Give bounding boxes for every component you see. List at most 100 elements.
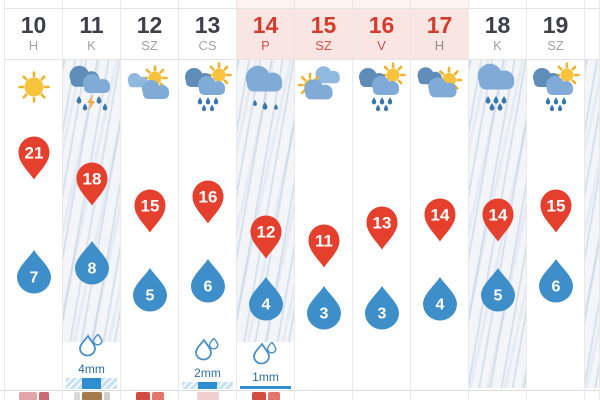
low-temp-marker: 7 <box>14 248 54 294</box>
day-abbrev: H <box>434 38 445 53</box>
high-temp-marker: 13 <box>364 205 400 251</box>
weather-icon-sun-clouds <box>124 62 176 114</box>
high-temp-value: 15 <box>141 197 160 216</box>
cutoff-thumbnail-fragment <box>81 392 102 400</box>
cutoff-thumbnail-fragment <box>135 392 150 400</box>
low-temp-value: 3 <box>320 306 329 323</box>
forecast-day-column[interactable]: 11 K 18 8 4mm <box>62 0 120 400</box>
high-temp-value: 16 <box>199 188 218 207</box>
day-header: 10 H <box>5 8 62 60</box>
low-temp-marker: 5 <box>478 266 518 312</box>
low-temp-marker: 3 <box>362 284 402 330</box>
low-temp-marker: 3 <box>304 284 344 330</box>
forecast-day-column[interactable]: 14 P 12 4 1mm <box>236 0 294 400</box>
high-temp-value: 15 <box>547 197 566 216</box>
date-number: 13 <box>194 12 221 38</box>
high-temp-value: 18 <box>83 170 102 189</box>
high-temp-marker: 14 <box>422 197 458 243</box>
low-temp-value: 5 <box>146 288 155 305</box>
raindrops-outline-icon <box>194 336 219 361</box>
forecast-day-column[interactable]: 13 CS 16 6 2mm <box>178 0 236 400</box>
cutoff-content-row <box>5 391 62 400</box>
cutoff-thumbnail-fragment <box>38 392 49 400</box>
cutoff-content-row <box>237 391 294 400</box>
low-temp-marker: 4 <box>246 275 286 321</box>
high-temp-marker: 16 <box>190 179 226 225</box>
cutoff-thumbnail-fragment <box>196 392 219 400</box>
day-abbrev: SZ <box>141 38 158 53</box>
precipitation-amount: 4mm <box>78 362 105 376</box>
day-abbrev: K <box>87 38 96 53</box>
day-abbrev: V <box>377 38 386 53</box>
low-temp-value: 7 <box>30 270 39 287</box>
weather-icon-sun-cloud-rain <box>356 62 408 114</box>
cutoff-thumbnail-fragment <box>103 392 110 400</box>
high-temp-marker: 14 <box>480 197 516 243</box>
column-top-strip <box>469 0 526 8</box>
bottom-divider <box>0 390 600 391</box>
high-temp-value: 11 <box>315 232 333 251</box>
forecast-day-column[interactable]: 17 H 14 4 <box>410 0 468 400</box>
forecast-day-column[interactable]: 10 H 21 7 <box>4 0 62 400</box>
date-number: 19 <box>542 12 569 38</box>
low-temp-value: 4 <box>262 297 271 314</box>
forecast-day-column[interactable]: 16 V 13 3 <box>352 0 410 400</box>
day-header: 12 SZ <box>121 8 178 60</box>
weather-icon-cloud-rain-light <box>240 62 292 114</box>
low-temp-value: 5 <box>494 288 503 305</box>
precipitation-bar <box>240 386 291 389</box>
day-abbrev: CS <box>198 38 217 53</box>
column-top-strip <box>585 0 599 8</box>
high-temp-value: 14 <box>431 206 450 225</box>
day-header: 13 CS <box>179 8 236 60</box>
forecast-day-column[interactable]: 15 SZ 11 3 <box>294 0 352 400</box>
day-abbrev: P <box>261 38 270 53</box>
low-temp-value: 3 <box>378 306 387 323</box>
date-number: 11 <box>79 12 104 38</box>
day-header: 14 P <box>237 8 294 60</box>
precipitation-bar-fill <box>81 378 102 389</box>
day-header: 19 SZ <box>527 8 584 60</box>
forecast-day-column[interactable]: 18 K 14 5 <box>468 0 526 400</box>
high-temp-value: 12 <box>257 223 276 242</box>
day-header: 16 V <box>353 8 410 60</box>
day-abbrev: SZ <box>315 38 332 53</box>
date-number: 10 <box>20 12 47 38</box>
precipitation-block: 4mm <box>63 332 120 389</box>
forecast-day-column[interactable]: 19 SZ 15 6 <box>526 0 584 400</box>
day-header: 18 K <box>469 8 526 60</box>
column-top-strip <box>353 0 410 8</box>
precipitation-bar <box>182 382 233 389</box>
high-temp-marker: 11 <box>306 223 342 269</box>
cutoff-content-row <box>63 391 120 400</box>
high-temp-marker: 15 <box>538 188 574 234</box>
forecast-day-column[interactable]: 12 SZ 15 5 <box>120 0 178 400</box>
column-top-strip <box>237 0 294 8</box>
column-top-strip <box>411 0 468 8</box>
high-temp-value: 13 <box>373 214 392 233</box>
raindrops-outline-icon <box>252 340 277 365</box>
date-number: 15 <box>310 12 337 38</box>
column-top-strip <box>5 0 62 8</box>
low-temp-marker: 8 <box>72 239 112 285</box>
high-temp-marker: 15 <box>132 188 168 234</box>
cutoff-thumbnail-fragment <box>251 392 266 400</box>
column-top-strip <box>179 0 236 8</box>
cutoff-thumbnail-fragment <box>267 392 280 400</box>
day-header: 11 K <box>63 8 120 60</box>
raindrops-outline-icon <box>78 332 103 357</box>
cutoff-thumbnail-fragment <box>73 392 80 400</box>
weather-icon-sunny <box>8 62 60 114</box>
cutoff-content-row <box>179 391 236 400</box>
precipitation-block: 2mm <box>179 336 236 389</box>
precipitation-amount: 1mm <box>252 370 279 384</box>
day-abbrev: K <box>493 38 502 53</box>
low-temp-value: 6 <box>552 279 561 296</box>
day-header: 15 SZ <box>295 8 352 60</box>
trailing-partial-column <box>584 0 600 400</box>
high-temp-marker: 21 <box>16 135 52 181</box>
precipitation-block: 1mm <box>237 340 294 389</box>
high-temp-marker: 12 <box>248 214 284 260</box>
day-abbrev: H <box>28 38 39 53</box>
weather-icon-cloud-sun <box>414 62 466 114</box>
